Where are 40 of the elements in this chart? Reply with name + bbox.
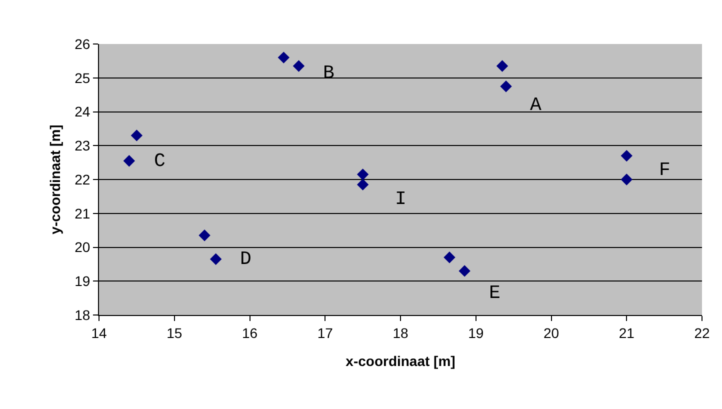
y-axis-title: y-coordinaat [m] [47,124,64,234]
x-tick-label: 22 [694,324,710,341]
point [130,130,143,142]
x-tick-label: 16 [242,324,258,341]
x-tick-label: 18 [392,324,408,341]
x-tick-label: 19 [468,324,484,341]
point [458,265,470,277]
y-tick-label: 21 [74,205,90,222]
y-tick-label: 26 [74,36,90,52]
annotation: E [489,282,500,304]
x-axis-title: x-coordinaat [m] [346,353,456,370]
annotation: A [530,94,542,116]
y-tick-label: 24 [74,104,90,120]
x-tick-label: 20 [543,324,560,341]
annotation: I [395,188,406,210]
y-tick-label: 23 [74,138,90,154]
x-tick-label: 21 [618,324,635,341]
point [292,60,305,72]
point [198,230,210,242]
y-tick-label: 19 [74,273,90,290]
x-tick-label: 14 [91,324,107,341]
point [123,155,135,167]
point [210,253,222,265]
annotation: F [659,159,670,181]
y-tick-label: 22 [74,171,90,188]
point [620,174,632,186]
x-tick-label: 15 [166,324,182,341]
y-tick-label: 25 [74,70,90,86]
annotation: D [240,248,252,270]
point [356,168,369,180]
point [496,60,508,72]
point [620,150,632,162]
point [444,252,456,264]
y-tick-label: 18 [74,306,90,323]
point [500,80,512,92]
point [356,178,369,190]
annotation: C [154,150,166,172]
y-tick-label: 20 [74,239,90,256]
point [278,52,290,64]
x-tick-label: 17 [317,324,334,341]
